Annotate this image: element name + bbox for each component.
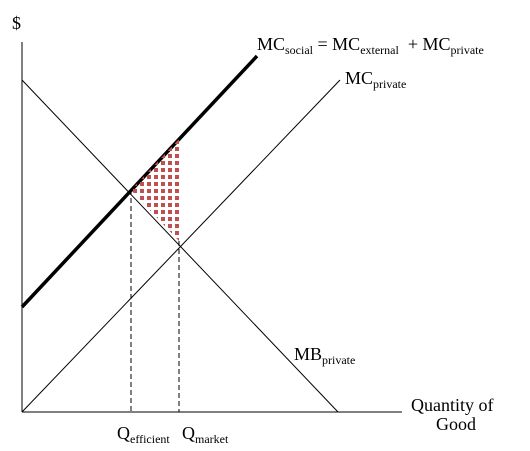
q-efficient-label: Qefficient [117, 423, 170, 446]
mc-private-curve [21, 79, 341, 413]
mc-social-equals: = MC [313, 34, 360, 54]
x-axis-label-line1: Quantity of [411, 395, 494, 415]
q-market-label: Qmarket [182, 423, 229, 446]
mc-private-sub: private [373, 77, 406, 91]
mc-social-sub: social [285, 43, 314, 57]
x-axis-label-line2: Good [436, 414, 476, 434]
q-market-sub: market [195, 432, 229, 446]
mc-social-label: MCsocial = MCexternal + MCprivate [257, 34, 484, 57]
mb-private-curve [21, 79, 339, 413]
y-axis-label: $ [12, 13, 21, 33]
q-efficient-main: Q [117, 423, 130, 443]
mc-private-main: MC [345, 68, 373, 88]
mb-private-sub: private [322, 353, 355, 367]
mc-external-sub: external [360, 43, 399, 57]
mc-social-main: MC [257, 34, 285, 54]
q-market-main: Q [182, 423, 195, 443]
q-efficient-sub: efficient [130, 432, 170, 446]
mb-private-main: MB [294, 344, 322, 364]
mc-social-plus: + MC [399, 34, 451, 54]
mc-private-term-sub: private [451, 43, 484, 57]
mc-private-label: MCprivate [345, 68, 406, 91]
mb-private-label: MBprivate [294, 344, 355, 367]
deadweight-loss-area [131, 139, 179, 241]
